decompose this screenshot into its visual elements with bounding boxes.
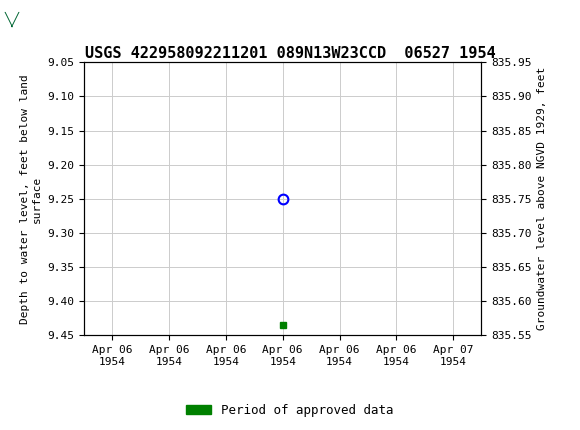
Legend: Period of approved data: Period of approved data [181,399,399,421]
Y-axis label: Groundwater level above NGVD 1929, feet: Groundwater level above NGVD 1929, feet [537,67,547,331]
FancyBboxPatch shape [5,3,63,37]
Y-axis label: Depth to water level, feet below land
surface: Depth to water level, feet below land su… [20,74,42,324]
Text: USGS: USGS [67,11,122,29]
Text: ╲╱: ╲╱ [5,12,20,28]
Text: USGS 422958092211201 089N13W23CCD  06527 1954: USGS 422958092211201 089N13W23CCD 06527 … [85,46,495,61]
